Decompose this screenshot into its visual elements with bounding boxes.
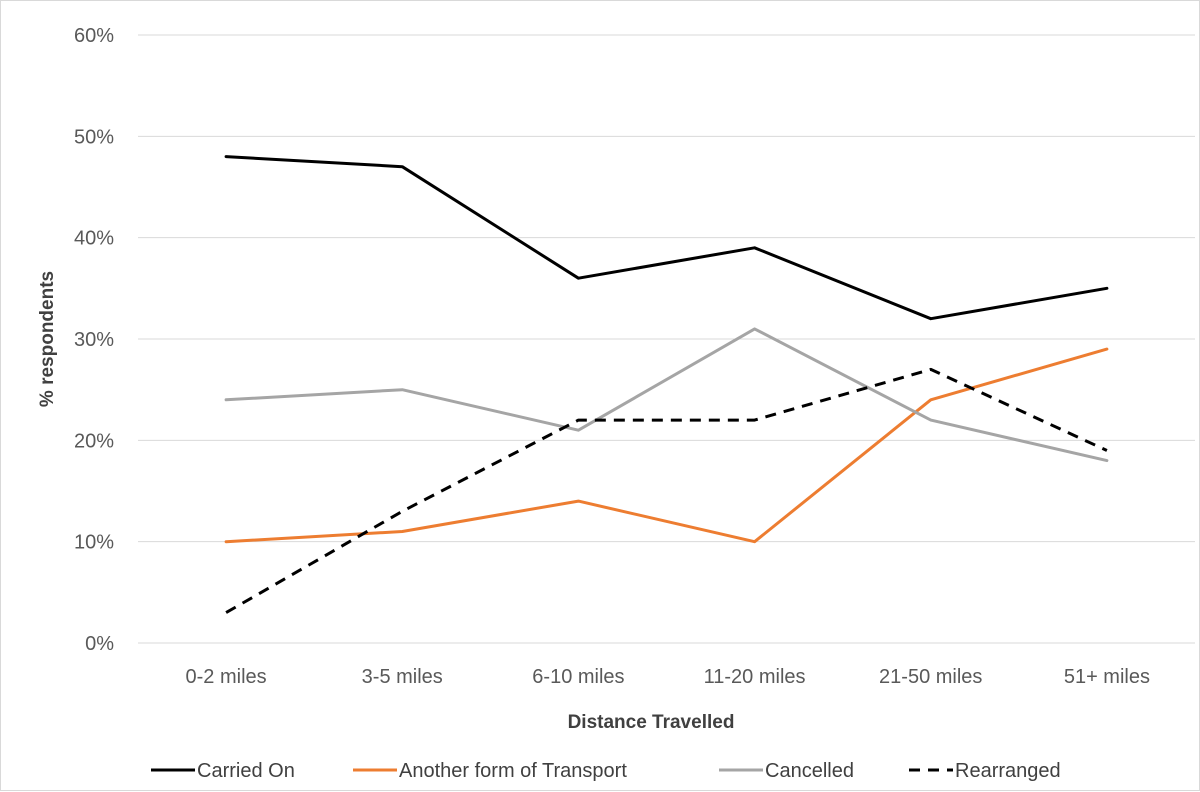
series-line-3 (225, 367, 1108, 614)
y-tick-label: 40% (74, 228, 114, 250)
y-tick-label: 30% (74, 329, 114, 351)
legend-label: Rearranged (955, 760, 1061, 782)
y-tick-label: 10% (74, 532, 114, 554)
x-tick-label: 3-5 miles (362, 666, 443, 688)
x-axis-ticks: 0-2 miles 3-5 miles 6-10 miles 11-20 miles 2… (186, 666, 1150, 688)
gridlines (138, 34, 1195, 644)
x-tick-label: 51+ miles (1064, 666, 1150, 688)
x-tick-label: 21-50 miles (879, 666, 982, 688)
series-line-0 (224, 155, 1109, 321)
legend: Carried On Another form of Transport Cance… (151, 760, 1061, 782)
y-axis-ticks: 0% 10% 20% 30% 40% 50% 60% (74, 25, 114, 655)
legend-label: Another form of Transport (399, 760, 627, 782)
y-tick-label: 0% (85, 633, 114, 655)
x-axis-title: Distance Travelled (568, 712, 735, 733)
legend-label: Cancelled (765, 760, 854, 782)
x-tick-label: 6-10 miles (532, 666, 624, 688)
legend-label: Carried On (197, 760, 295, 782)
series-lines (224, 155, 1109, 614)
y-tick-label: 20% (74, 430, 114, 452)
y-axis-title: % respondents (37, 271, 58, 407)
x-tick-label: 0-2 miles (186, 666, 267, 688)
y-tick-label: 60% (74, 25, 114, 47)
x-tick-label: 11-20 miles (704, 666, 806, 688)
y-tick-label: 50% (74, 126, 114, 148)
series-line-1 (224, 347, 1109, 544)
series-line-2 (224, 327, 1109, 463)
